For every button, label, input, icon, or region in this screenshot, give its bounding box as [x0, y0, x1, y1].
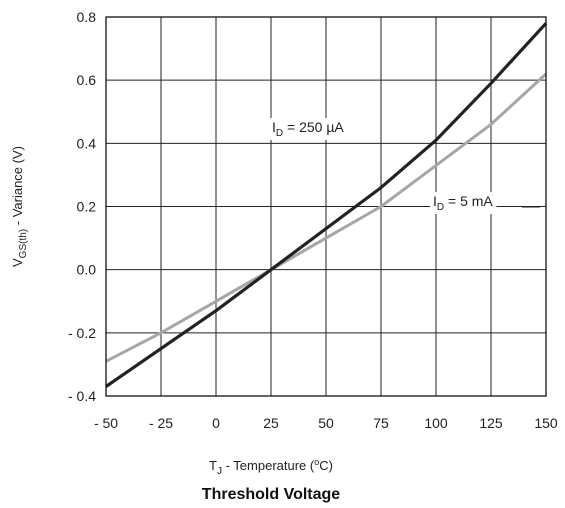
series-label-backing [430, 192, 497, 214]
y-tick-label: 0.0 [77, 262, 97, 278]
x-tick-label: - 50 [94, 415, 118, 431]
chart-caption: Threshold Voltage [202, 486, 340, 503]
y-tick-label: - 0.4 [68, 388, 96, 404]
x-axis-label: TJ - Temperature (oC) [209, 457, 333, 477]
y-tick-label: 0.2 [77, 199, 97, 215]
x-tick-label: 100 [424, 415, 448, 431]
y-tick-label: - 0.2 [68, 325, 96, 341]
y-tick-label: 0.4 [77, 135, 97, 151]
x-tick-label: 125 [479, 415, 503, 431]
x-tick-label: 150 [534, 415, 558, 431]
x-tick-label: 50 [318, 415, 334, 431]
x-tick-label: 0 [212, 415, 220, 431]
tick-labels: - 50 - 25 0 25 50 75 100 125 150 - 0.4 - 0.2 0.0 0.2… [68, 9, 558, 431]
series-line-250ua [105, 22, 548, 388]
x-tick-label: 25 [263, 415, 279, 431]
y-tick-label: 0.8 [77, 9, 97, 25]
series-label-250ua: ID = 250 µA [272, 119, 344, 139]
plot-frame [105, 16, 547, 397]
y-axis-label: VGS(th) - Variance (V) [10, 146, 29, 267]
series-label-backing [269, 118, 348, 140]
series-layer [105, 22, 548, 388]
series-label-5ma: ID = 5 mA [433, 193, 493, 213]
series-line-5ma [105, 72, 548, 363]
x-tick-label: - 25 [149, 415, 173, 431]
y-tick-label: 0.6 [77, 72, 97, 88]
x-tick-label: 75 [373, 415, 389, 431]
